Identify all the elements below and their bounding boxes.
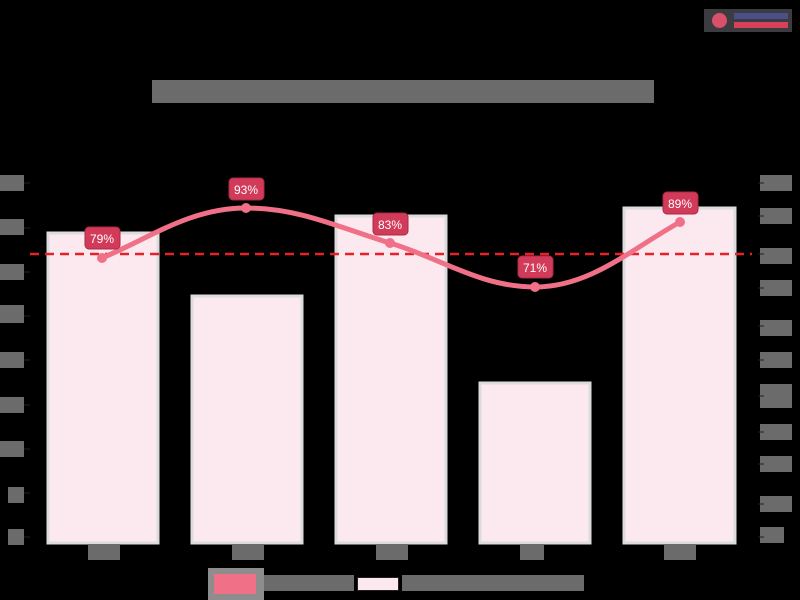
right-axis-tick-label bbox=[760, 208, 792, 224]
category-label-4 bbox=[520, 544, 544, 560]
bar-1[interactable] bbox=[46, 231, 160, 545]
right-axis-tick-label bbox=[760, 527, 784, 543]
right-axis-tick-label bbox=[760, 424, 792, 440]
left-axis-tick-label bbox=[0, 305, 24, 323]
right-axis-tick-label bbox=[760, 175, 792, 191]
line-point[interactable] bbox=[675, 217, 685, 227]
left-axis-tick-label bbox=[0, 352, 24, 368]
data-label-3: 83% bbox=[378, 218, 402, 232]
left-axis-tick-label bbox=[0, 397, 24, 413]
right-axis-tick-label bbox=[760, 280, 792, 296]
category-label-3 bbox=[376, 544, 408, 560]
right-axis-tick-label bbox=[760, 248, 792, 264]
left-axis-tick-label bbox=[8, 487, 24, 503]
line-point[interactable] bbox=[241, 203, 251, 213]
right-axis-ticks bbox=[758, 182, 764, 538]
bar-series bbox=[46, 206, 737, 545]
right-axis-tick-label bbox=[760, 384, 792, 408]
data-label-4: 71% bbox=[523, 261, 547, 275]
data-label-2: 93% bbox=[234, 183, 258, 197]
category-label-2 bbox=[232, 544, 264, 560]
logo-text-bottom bbox=[734, 22, 788, 28]
right-axis-tick-label bbox=[760, 352, 792, 368]
category-label-1 bbox=[88, 544, 120, 560]
right-axis-tick-label bbox=[760, 320, 792, 336]
left-axis-tick-label bbox=[0, 441, 24, 457]
logo-icon bbox=[712, 13, 727, 28]
right-axis-tick-label bbox=[760, 496, 792, 512]
legend-bar-swatch[interactable] bbox=[357, 577, 399, 591]
left-axis-tick-label bbox=[8, 529, 24, 545]
bar-4[interactable] bbox=[478, 381, 592, 545]
logo-text-top bbox=[734, 13, 788, 19]
left-axis-tick-label bbox=[0, 264, 24, 280]
line-point[interactable] bbox=[385, 238, 395, 248]
line-markers bbox=[97, 203, 685, 292]
chart-title bbox=[152, 80, 654, 103]
right-axis-tick-label bbox=[760, 456, 792, 472]
legend-line-swatch[interactable] bbox=[208, 568, 264, 600]
line-point[interactable] bbox=[530, 282, 540, 292]
category-label-5 bbox=[664, 544, 696, 560]
bar-2[interactable] bbox=[190, 294, 304, 545]
data-label-1: 79% bbox=[90, 232, 114, 246]
left-axis-tick-label bbox=[0, 175, 24, 191]
left-axis-ticks bbox=[24, 182, 30, 538]
bar-3[interactable] bbox=[334, 214, 448, 545]
legend-line-label[interactable] bbox=[264, 575, 354, 591]
data-labels: 79% 93% 83% 71% 89% bbox=[84, 177, 699, 279]
bar-5[interactable] bbox=[622, 206, 737, 545]
data-label-5: 89% bbox=[668, 197, 692, 211]
legend-bar-label[interactable] bbox=[402, 575, 584, 591]
brand-logo bbox=[704, 9, 792, 32]
line-point[interactable] bbox=[97, 253, 107, 263]
left-axis-tick-label bbox=[0, 219, 24, 235]
